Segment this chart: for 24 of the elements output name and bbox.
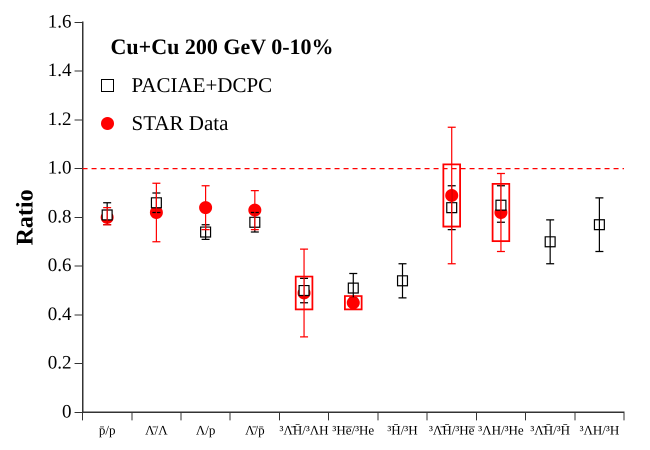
x-tick-label: Λ̄/p̄ xyxy=(245,422,265,438)
x-tick-label: ³He̅/³He xyxy=(332,422,374,438)
x-tick-label: ³Λ̄H̄/³H̄ xyxy=(530,422,570,438)
y-tick-label: 0.4 xyxy=(48,304,72,325)
x-tick-label: ³H̄/³H xyxy=(387,422,418,438)
y-tick-label: 1.0 xyxy=(48,158,72,179)
y-tick-label: 1.6 xyxy=(48,11,72,32)
x-tick-label: Λ̄/Λ xyxy=(145,422,168,438)
y-tick-label: 1.4 xyxy=(48,60,72,82)
text: Cu+Cu 200 GeV 0-10% xyxy=(110,34,334,60)
y-tick-label: 0.6 xyxy=(48,255,72,276)
y-tick-label: 1.2 xyxy=(48,108,72,130)
x-tick-label: ³Λ̄H̄/³ΛH xyxy=(280,422,329,438)
x-tick-label: ³ΛH/³H xyxy=(580,422,620,438)
legend-label: STAR Data xyxy=(132,110,228,136)
y-tick-label: 0 xyxy=(62,401,72,422)
x-tick-label: ³Λ̄H̄/³He̅ xyxy=(429,422,476,438)
y-tick-label: 0.8 xyxy=(48,206,72,228)
x-tick-label: p̄/p xyxy=(98,422,116,438)
x-tick-label: Λ/p xyxy=(196,422,216,438)
y-axis-title: Ratio xyxy=(12,189,39,246)
x-tick-label: ³ΛH/³He xyxy=(478,422,524,438)
y-tick-label: 0.2 xyxy=(48,352,72,374)
legend-label: PACIAE+DCPC xyxy=(132,72,272,98)
